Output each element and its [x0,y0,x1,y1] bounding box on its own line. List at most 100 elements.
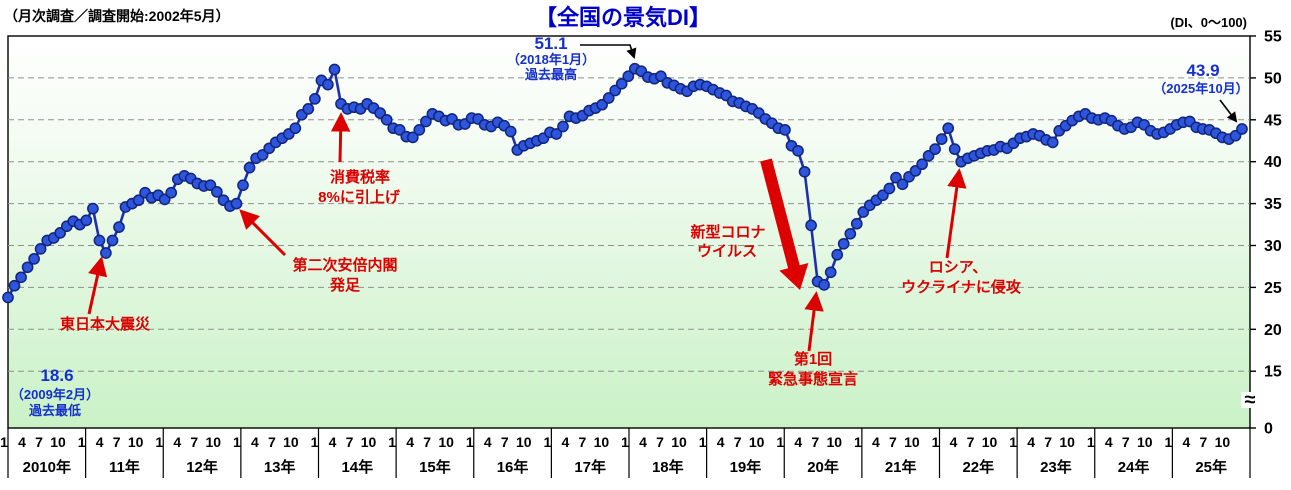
month-tick-label: 4 [794,434,802,450]
year-label: 23年 [1040,458,1072,476]
data-point [80,214,93,227]
month-tick-label: 4 [251,434,259,450]
month-tick-label: 4 [717,434,725,450]
event-arrow [804,291,824,352]
data-point [380,113,393,126]
data-point [113,221,125,233]
data-point [100,247,112,259]
month-tick-label: 4 [329,434,337,450]
month-tick-label: 10 [826,434,842,450]
month-tick-label: 1 [0,434,8,450]
month-tick-label: 1 [1009,434,1017,450]
data-point [818,279,830,291]
event-label: 第二次安倍内閣 [292,256,397,274]
month-tick-label: 7 [35,434,43,450]
y-axis-label-35: 35 [1264,196,1282,213]
month-tick-label: 4 [561,434,569,450]
month-tick-label: 7 [578,434,586,450]
data-point [929,143,941,155]
data-point [883,182,896,195]
month-tick-label: 1 [621,434,629,450]
month-tick-label: 7 [1122,434,1130,450]
month-tick-label: 10 [594,434,610,450]
month-tick-label: 7 [113,434,121,450]
month-tick-label: 7 [967,434,975,450]
month-tick-label: 4 [872,434,880,450]
data-point [850,217,863,230]
year-label: 24年 [1118,458,1150,476]
y-axis-label-0: 0 [1264,421,1273,438]
year-label: 21年 [885,458,917,476]
month-tick-label: 10 [205,434,221,450]
data-point [942,122,955,135]
month-tick-label: 7 [190,434,198,450]
year-label: 25年 [1195,458,1227,476]
month-tick-label: 1 [932,434,940,450]
event-label: 第1回 [794,350,832,368]
data-point [824,266,837,279]
y-axis-label-25: 25 [1264,280,1282,297]
record-high-callout-date: （2018年1月） [507,52,595,67]
month-tick-label: 1 [466,434,474,450]
month-tick-label: 10 [438,434,454,450]
data-point [896,178,909,191]
data-point [237,179,249,192]
month-tick-label: 4 [484,434,492,450]
event-label: ロシア、 [929,259,988,276]
record-high-pointer [580,44,637,59]
month-tick-label: 10 [671,434,687,450]
event-arrow [945,168,967,259]
data-point [106,234,119,247]
data-point [413,124,426,136]
event-arrow [239,209,287,257]
data-point [798,165,811,178]
data-point [935,133,948,145]
year-label: 22年 [962,458,994,476]
year-label: 2010年 [23,458,71,476]
month-tick-label: 10 [1137,434,1153,450]
year-label: 12年 [186,458,218,476]
month-tick-label: 10 [1215,434,1231,450]
event-label: 緊急事態宣言 [768,370,858,388]
month-tick-label: 4 [406,434,414,450]
data-point [622,70,635,83]
month-tick-label: 1 [1164,434,1172,450]
data-point [93,234,106,247]
event-label: 8%に引上げ [318,189,401,206]
data-point [322,78,334,91]
data-point [805,219,817,232]
event-label: ウクライナに侵攻 [901,278,1022,296]
event-arrow [330,112,351,163]
month-tick-label: 7 [346,434,354,450]
y-axis-label-30: 30 [1264,238,1282,255]
month-tick-label: 1 [699,434,707,450]
y-axis-label-15: 15 [1264,364,1282,381]
latest-pointer [1219,99,1238,123]
month-tick-label: 1 [78,434,86,450]
month-tick-label: 4 [1105,434,1113,450]
covid-thick-arrow [760,158,809,290]
month-tick-label: 1 [776,434,784,450]
month-tick-label: 7 [889,434,897,450]
month-tick-label: 7 [811,434,819,450]
axis-break-symbol: ≈ [1245,389,1256,411]
data-point [8,279,21,292]
data-point [792,144,804,157]
month-tick-label: 4 [1027,434,1035,450]
month-tick-label: 10 [128,434,144,450]
data-point [28,253,40,265]
month-tick-label: 1 [155,434,163,450]
data-point [230,197,243,210]
month-tick-label: 7 [1044,434,1052,450]
plot-area [7,35,1251,429]
data-point [948,143,961,155]
data-point [132,194,145,207]
month-tick-label: 7 [423,434,431,450]
month-tick-label: 10 [361,434,377,450]
year-label: 17年 [574,458,606,476]
month-tick-label: 10 [50,434,66,450]
data-point [328,63,341,76]
data-point [165,186,178,199]
